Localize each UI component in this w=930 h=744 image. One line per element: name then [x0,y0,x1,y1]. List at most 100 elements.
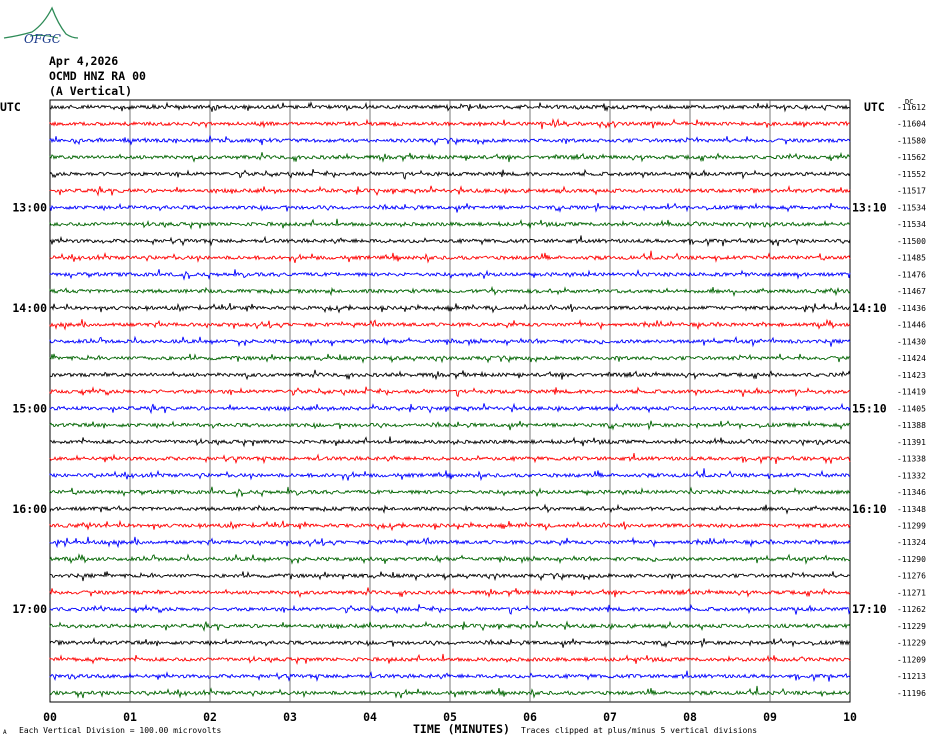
left-time-label: 15:00 [12,401,47,415]
dc-offset-label: -11424 [897,354,926,363]
seismic-trace [49,302,851,314]
seismic-trace [49,184,851,197]
seismic-trace [49,135,851,146]
dc-offset-label: -11467 [897,287,926,296]
dc-header-label: DC [905,98,913,106]
dc-offset-label: -11391 [897,438,926,447]
seismic-trace [49,519,851,532]
seismic-trace [49,587,851,599]
dc-offset-label: -11338 [897,455,926,464]
seismic-trace [49,353,851,364]
x-tick-label: 04 [363,710,377,724]
component-label: (A Vertical) [49,84,133,98]
dc-offset-label: -11276 [897,572,926,581]
seismic-trace [49,486,851,499]
dc-offset-label: -11209 [897,655,926,664]
dc-offset-label: -11436 [897,304,926,313]
seismic-trace [49,436,851,448]
dc-offset-label: -11299 [897,522,926,531]
logo-text: OFGC [24,32,61,46]
seismic-trace [49,553,851,565]
seismic-trace [49,453,851,465]
dc-offset-label: -11500 [897,237,926,246]
dc-offset-label: -11534 [897,220,926,229]
station-label: OCMD HNZ RA 00 [49,69,146,83]
seismic-trace [49,620,851,632]
x-tick-label: 10 [843,710,857,724]
dc-offset-label: -11562 [897,153,926,162]
seismic-trace [49,235,851,247]
dc-offset-label: -11229 [897,622,926,631]
dc-offset-label: -11405 [897,404,926,413]
x-tick-label: 08 [683,710,697,724]
dc-offset-label: -11346 [897,488,926,497]
seismic-trace [49,100,851,113]
dc-offset-label: -11604 [897,120,926,129]
label-group: -11612 -11604 -11580 -11562 -11552 -11517 -115… [0,98,926,736]
dc-offset-label: -11485 [897,254,926,263]
seismic-trace [49,536,851,549]
right-time-label: 15:10 [852,401,887,415]
ofgc-logo: OFGC [0,2,80,50]
x-axis-title: TIME (MINUTES) [413,722,510,736]
seismic-trace [49,468,851,482]
seismic-trace [49,268,851,281]
dc-offset-label: -11324 [897,538,926,547]
seismic-trace [49,168,851,180]
right-time-label: 16:10 [852,502,887,516]
dc-offset-label: -11348 [897,505,926,514]
x-tick-label: 01 [123,710,137,724]
utc-right-label: UTC [864,100,885,114]
dc-offset-label: -11534 [897,203,926,212]
seismic-trace [49,250,851,264]
right-time-label: 14:10 [852,301,887,315]
seismic-trace [49,369,851,381]
left-time-label: 13:00 [12,200,47,214]
dc-offset-label: -11430 [897,337,926,346]
seismic-trace [49,318,851,331]
seismic-trace [49,571,850,582]
dc-offset-label: -11446 [897,321,926,330]
seismic-trace [49,670,851,683]
seismic-trace [49,218,851,230]
x-tick-label: 03 [283,710,297,724]
grid-lines [49,99,851,703]
seismic-trace [49,151,851,163]
seismic-trace [49,685,851,699]
dc-offset-label: -11419 [897,388,926,397]
dc-offset-label: -11290 [897,555,926,564]
left-time-label: 16:00 [12,502,47,516]
seismic-trace [49,637,851,649]
seismic-trace [49,386,851,398]
x-tick-label: 09 [763,710,777,724]
dc-offset-label: -11388 [897,421,926,430]
seismic-trace [49,202,851,213]
seismic-trace [49,419,851,431]
dc-offset-label: -11332 [897,471,926,480]
x-tick-label: 06 [523,710,537,724]
right-time-label: 17:10 [852,602,887,616]
division-note: Each Vertical Division = 100.00 microvol… [19,726,221,735]
seismic-trace [49,117,851,130]
corner-mark: A [3,729,7,736]
seismic-trace [49,285,851,298]
trace-group [49,100,851,699]
left-time-label: 17:00 [12,602,47,616]
x-tick-label: 00 [43,710,57,724]
seismic-trace [49,335,851,348]
date-label: Apr 4,2026 [49,54,119,68]
seismic-trace [49,603,851,615]
dc-offset-label: -11476 [897,270,926,279]
dc-offset-label: -11612 [897,103,926,112]
x-tick-label: 07 [603,710,617,724]
dc-offset-label: -11213 [897,672,926,681]
dc-offset-label: -11552 [897,170,926,179]
seismic-trace [49,402,851,415]
right-time-label: 13:10 [852,200,887,214]
seismic-trace [49,653,851,666]
utc-left-label: UTC [0,100,21,114]
x-tick-label: 05 [443,710,457,724]
seismic-trace [49,503,851,515]
dc-offset-label: -11229 [897,639,926,648]
